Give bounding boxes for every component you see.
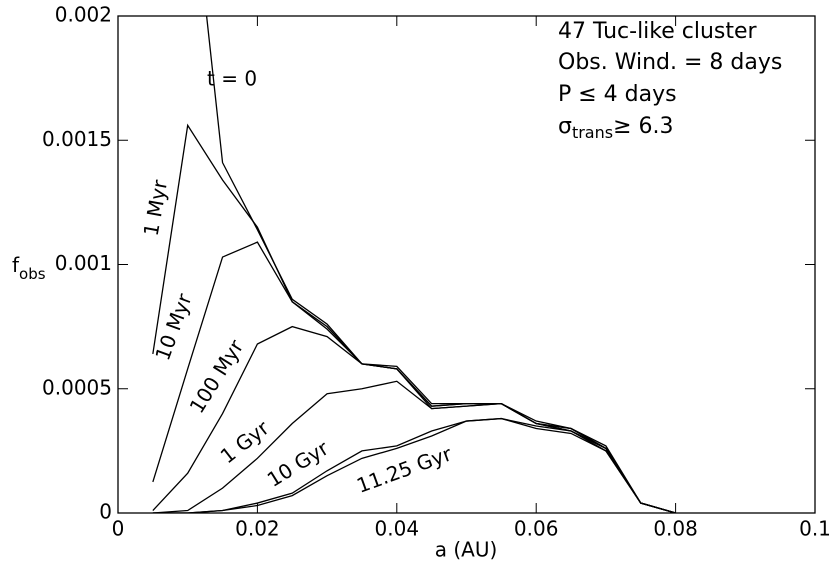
series-line	[152, 417, 676, 513]
y-tick-label: 0.0015	[42, 127, 112, 151]
x-axis-label: a (AU)	[435, 538, 498, 562]
series-label: 10 Gyr	[263, 435, 334, 491]
y-tick-label: 0.002	[55, 3, 112, 27]
x-tick-label: 0.02	[235, 517, 280, 541]
series-label: 1 Gyr	[216, 415, 274, 468]
annotation: P ≤ 4 days	[558, 82, 677, 107]
sigma-sub: trans	[572, 123, 613, 142]
y-tick-label: 0.0005	[42, 375, 112, 399]
y-tick-label: 0.001	[55, 251, 112, 275]
y-tick-label: 0	[99, 500, 112, 524]
annotation: 47 Tuc-like cluster	[558, 19, 758, 44]
x-tick-label: 0.08	[653, 517, 698, 541]
x-tick-label: 0.1	[799, 517, 830, 541]
x-tick-label: 0.04	[375, 517, 420, 541]
series-line	[152, 417, 676, 513]
annotation: σtrans≥ 6.3	[558, 114, 674, 142]
y-label-main: f	[12, 253, 20, 277]
series-line	[152, 241, 676, 513]
x-tick-label: 0	[112, 517, 125, 541]
series-label: t = 0	[207, 67, 257, 91]
x-tick-label: 0.06	[514, 517, 559, 541]
sigma-rest: ≥ 6.3	[613, 114, 673, 139]
series-label: 1 Myr	[139, 177, 173, 237]
sigma: σ	[558, 114, 572, 139]
annotation: Obs. Wind. = 8 days	[558, 50, 782, 75]
plot-frame	[117, 15, 816, 514]
series-line	[152, 380, 676, 513]
y-axis-label: fobs	[12, 253, 46, 283]
y-label-sub: obs	[19, 265, 46, 283]
plot-area	[152, 16, 676, 513]
